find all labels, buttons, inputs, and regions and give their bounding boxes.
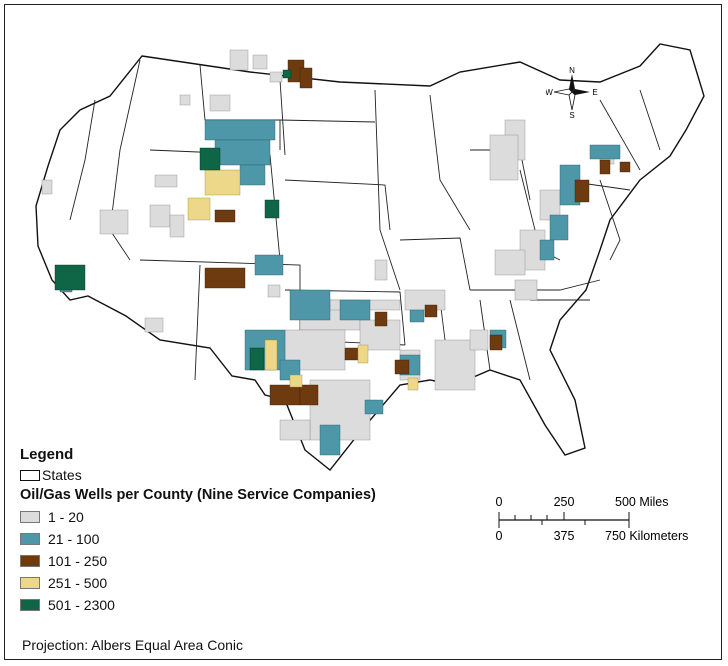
states-label: States [42,467,82,483]
legend-states-row: States [20,467,376,483]
legend-class-row: 1 - 20 [20,506,376,528]
legend: Legend States Oil/Gas Wells per County (… [20,446,376,616]
class-label-3: 251 - 500 [48,575,108,591]
scale-mi-0: 0 [496,495,503,509]
counties-251-500 [187,169,419,391]
north-arrow-icon: N S W E [546,66,598,118]
legend-title: Legend [20,446,74,463]
legend-class-row: 21 - 100 [20,528,376,550]
scale-mi-1: 250 [554,495,575,509]
scale-mi-2: 500 Miles [615,495,669,509]
compass-e: E [592,88,597,97]
compass-w: W [546,88,553,97]
states-swatch [20,469,40,481]
class-swatch-3 [20,577,40,589]
scale-bar: 0 250 500 Miles 0 375 750 Kilometers [496,495,689,543]
counties-501-2300 [54,69,292,371]
class-swatch-0 [20,511,40,523]
counties-21-100 [59,119,621,456]
wells-title: Oil/Gas Wells per County (Nine Service C… [20,487,376,503]
scale-km-1: 375 [554,529,575,543]
projection-note: Projection: Albers Equal Area Conic [22,637,244,653]
compass-s: S [569,111,574,118]
class-label-0: 1 - 20 [48,509,84,525]
scale-km-2: 750 Kilometers [605,529,688,543]
legend-class-row: 501 - 2300 [20,594,376,616]
legend-class-row: 251 - 500 [20,572,376,594]
class-label-4: 501 - 2300 [48,597,115,613]
class-swatch-1 [20,533,40,545]
scale-km-0: 0 [496,529,503,543]
class-swatch-2 [20,555,40,567]
compass-n: N [569,66,575,75]
class-label-2: 101 - 250 [48,553,108,569]
class-swatch-4 [20,599,40,611]
class-label-1: 21 - 100 [48,531,100,547]
legend-class-row: 101 - 250 [20,550,376,572]
counties-101-250 [204,59,631,406]
